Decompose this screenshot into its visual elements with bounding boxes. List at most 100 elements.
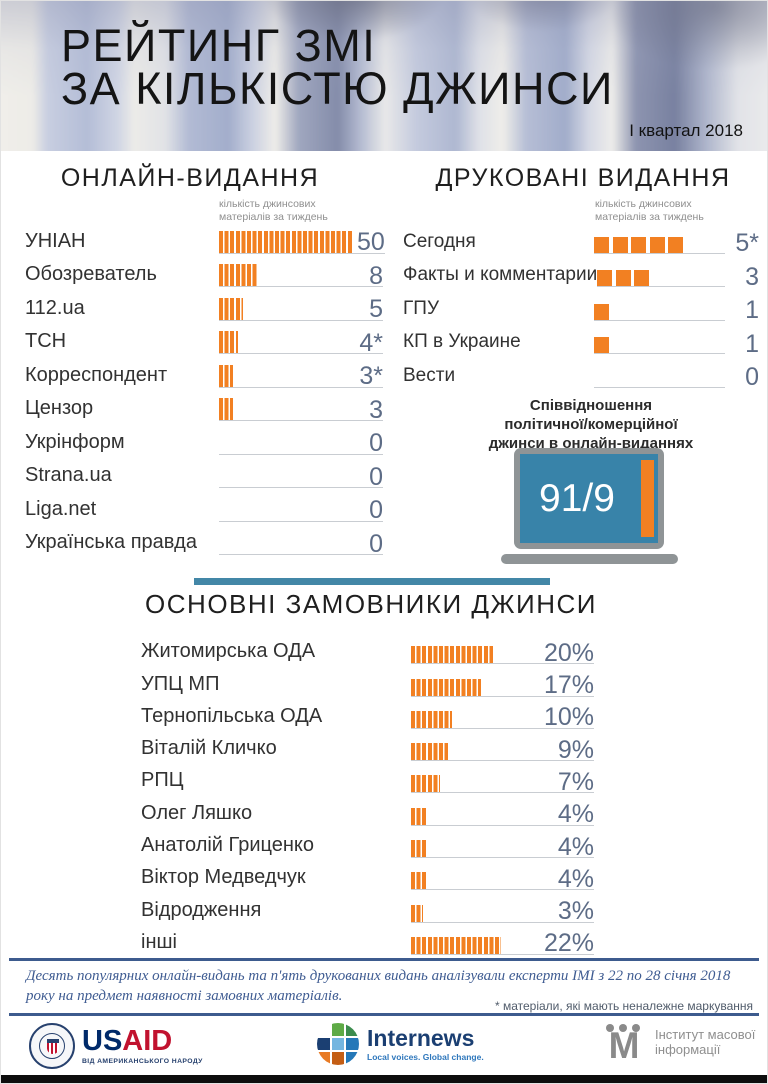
bar-track: 0: [219, 528, 383, 556]
bar-track: 3%: [411, 896, 594, 923]
row-label: Цензор: [25, 397, 94, 419]
bar: [219, 264, 258, 286]
laptop-base: [501, 554, 678, 564]
ratio-caption-line2: політичної/комерційної: [504, 416, 678, 434]
online-section-heading: ОНЛАЙН-ВИДАННЯ: [60, 164, 320, 192]
bar-track: 50: [219, 227, 385, 254]
header-banner: РЕЙТИНГ ЗМІ ЗА КІЛЬКІСТЮ ДЖИНСИ І кварта…: [1, 1, 767, 151]
bar-track: 7%: [411, 766, 594, 794]
bar-track: [594, 362, 725, 388]
customers-bar-chart: Житомирська ОДА 20% УПЦ МП 17% Тернопільська…: [141, 632, 594, 958]
row-label: РПЦ: [141, 769, 184, 792]
period-label: І квартал 2018: [629, 121, 743, 140]
poster-title-line1: РЕЙТИНГ ЗМІ: [61, 20, 377, 71]
internews-name: Internews: [367, 1024, 475, 1051]
bar: [411, 775, 440, 793]
row-value: 0: [369, 496, 383, 524]
row-value: 17%: [543, 671, 594, 700]
usaid-shield-icon: [47, 1039, 59, 1054]
row-value: 0: [745, 363, 759, 391]
row-label: Віктор Медведчук: [141, 866, 306, 889]
bar-row: 112.ua 5: [25, 287, 383, 321]
row-value: 3: [369, 395, 383, 424]
usaid-tagline: ВІД АМЕРИКАНСЬКОГО НАРОДУ: [82, 1058, 203, 1065]
bar: [219, 331, 239, 353]
bar: [219, 297, 243, 320]
ratio-value: 91/9: [539, 476, 615, 520]
bar: [219, 364, 234, 387]
bar-block: [649, 236, 665, 253]
bar-block: [594, 337, 609, 353]
bar-row: Liga.net 0: [25, 488, 383, 522]
print-axis-note-line1: кількість джинсових: [595, 198, 692, 210]
bar: [597, 270, 650, 286]
bar-track: 3: [219, 394, 383, 424]
imi-logo: М Інститут масової інформації: [601, 1024, 755, 1066]
print-axis-note: кількість джинсових матеріалів за тижден…: [595, 198, 704, 224]
row-value: 5*: [735, 229, 759, 257]
row-label: Олег Ляшко: [141, 801, 253, 824]
bar-track: 0: [219, 428, 383, 455]
bar-track: 4%: [411, 863, 594, 891]
row-label: Житомирська ОДА: [141, 640, 316, 663]
jeans-photo-background: [1, 1, 767, 151]
imi-name-line2: інформації: [655, 1042, 721, 1058]
bar-track: 20%: [411, 637, 594, 667]
usaid-seal-icon: [29, 1023, 75, 1069]
bar-track: 3*: [219, 361, 383, 388]
bar-track: 17%: [411, 670, 594, 697]
bar-track: 8: [219, 260, 383, 288]
online-bar-chart: УНІАН 50 Обозреватель 8 112.ua 5 ТСН 4* Корреспо…: [25, 220, 385, 556]
bar-row: Олег Ляшко 4%: [141, 793, 594, 826]
bar-row: Віталій Кличко 9%: [141, 729, 594, 764]
bar-track: 22%: [411, 928, 594, 958]
row-label: Корреспондент: [25, 363, 168, 386]
bar-track: [594, 228, 725, 254]
bar-row: Вести 0: [403, 354, 759, 391]
bar-track: 4%: [411, 799, 594, 826]
internews-logo: Internews Local voices. Global change.: [317, 1023, 484, 1065]
bar: [594, 236, 683, 253]
imi-m-letter: М: [608, 1025, 640, 1066]
row-value: 9%: [557, 735, 594, 764]
bottom-black-bar: [1, 1075, 767, 1083]
row-value: 10%: [543, 703, 594, 732]
row-value: 5: [369, 295, 383, 323]
bar-row: Житомирська ОДА 20%: [141, 632, 594, 667]
bar: [219, 230, 353, 253]
laptop-screen: 91/9: [520, 454, 658, 543]
bar-row: Віктор Медведчук 4%: [141, 858, 594, 891]
bar-row: ТСН 4*: [25, 321, 383, 355]
bar-row: Анатолій Гриценко 4%: [141, 826, 594, 859]
bar-track: [597, 261, 725, 287]
bar-row: Факты и комментарии 3: [403, 254, 759, 288]
row-label: Віталій Кличко: [141, 737, 277, 760]
row-value: 22%: [543, 929, 594, 958]
screen-orange-bar: [641, 460, 654, 537]
bar: [411, 807, 428, 825]
bar-row: Відродження 3%: [141, 890, 594, 923]
bar-row: Українська правда 0: [25, 522, 383, 556]
print-section-heading: ДРУКОВАНІ ВИДАННЯ: [435, 164, 731, 192]
bar: [594, 337, 609, 353]
bar-track: 0: [219, 495, 383, 522]
bar-track: 9%: [411, 734, 594, 764]
usaid-wordmark: USAID ВІД АМЕРИКАНСЬКОГО НАРОДУ: [82, 1027, 203, 1066]
row-value: 4*: [359, 328, 383, 357]
row-value: 3*: [359, 362, 383, 390]
row-value: 20%: [543, 638, 594, 667]
row-label: Strana.ua: [25, 464, 112, 486]
bar: [594, 303, 609, 320]
bar-track: [594, 295, 725, 321]
bar-row: Укрінформ 0: [25, 421, 383, 455]
bar-row: УНІАН 50: [25, 220, 385, 254]
row-value: 4%: [557, 800, 594, 829]
footer-methodology-note: Десять популярних онлайн-видань та п'ять…: [26, 968, 731, 1004]
bar: [411, 904, 424, 922]
customers-section-heading: ОСНОВНІ ЗАМОВНИКИ ДЖИНСИ: [145, 589, 597, 619]
online-axis-note: кількість джинсових матеріалів за тижден…: [219, 198, 328, 224]
bar-block: [597, 270, 613, 286]
header-overlay: [1, 1, 767, 151]
footer-top-rule: [9, 958, 759, 961]
row-value: 1: [745, 329, 759, 358]
